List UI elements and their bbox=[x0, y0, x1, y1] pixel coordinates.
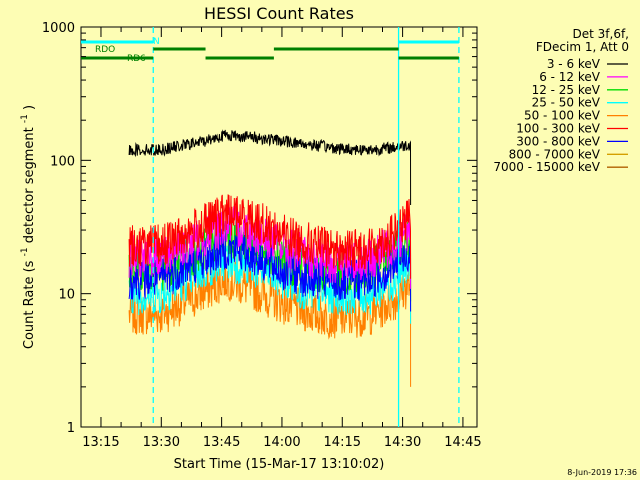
x-tick-label: 13:15 bbox=[82, 435, 119, 450]
series-line-0 bbox=[128, 129, 412, 206]
y-tick-label: 1 bbox=[67, 421, 75, 436]
legend-label-3: 25 - 50 keV bbox=[532, 96, 601, 110]
x-tick-label: 13:30 bbox=[143, 435, 180, 450]
legend-label-2: 12 - 25 keV bbox=[532, 83, 601, 97]
state-label-rdo: RDO bbox=[95, 45, 115, 55]
axes-layer: 1 10 100 1000 13:15 13:30 13:45 14:00 14:15 14:30… bbox=[42, 21, 482, 450]
state-bar-layer: N RDO RD6 bbox=[81, 37, 459, 64]
y-axis-label-exp-1: -1 bbox=[20, 247, 30, 256]
x-tick-label: 14:45 bbox=[444, 435, 481, 450]
x-tick-label: 13:45 bbox=[203, 435, 240, 450]
plot-area bbox=[80, 26, 478, 428]
legend-label-6: 300 - 800 keV bbox=[516, 134, 600, 148]
chart-title: HESSI Count Rates bbox=[204, 4, 354, 23]
date-stamp: 8-Jun-2019 17:36 bbox=[567, 468, 637, 477]
legend-label-1: 6 - 12 keV bbox=[539, 70, 601, 84]
state-label-rd6: RD6 bbox=[127, 54, 146, 64]
y-axis-label: Count Rate (s -1 detector segment -1 ) bbox=[16, 105, 37, 349]
x-tick-label: 14:00 bbox=[263, 435, 300, 450]
legend-label-5: 100 - 300 keV bbox=[516, 122, 600, 136]
series-line-4 bbox=[128, 257, 412, 387]
y-tick-label: 100 bbox=[50, 154, 75, 169]
state-label-n: N bbox=[153, 37, 160, 47]
legend-header-2: FDecim 1, Att 0 bbox=[536, 40, 629, 54]
y-tick-label: 1000 bbox=[42, 21, 75, 36]
plot-frame bbox=[80, 26, 478, 428]
x-tick-label: 14:30 bbox=[384, 435, 421, 450]
x-tick-label: 14:15 bbox=[324, 435, 361, 450]
y-axis-label-exp-2: -1 bbox=[20, 114, 30, 123]
legend-label-0: 3 - 6 keV bbox=[547, 57, 601, 71]
legend-label-4: 50 - 100 keV bbox=[524, 109, 601, 123]
series-layer bbox=[128, 129, 412, 387]
legend-label-7: 800 - 7000 keV bbox=[509, 147, 601, 161]
marker-layer bbox=[152, 27, 460, 427]
legend-header-1: Det 3f,6f, bbox=[573, 27, 630, 41]
y-axis-label-part-3: ) bbox=[22, 105, 37, 110]
legend-label-8: 7000 - 15000 keV bbox=[493, 160, 600, 174]
x-axis-label: Start Time (15-Mar-17 13:10:02) bbox=[174, 457, 385, 472]
y-axis-label-part-2: detector segment bbox=[22, 127, 37, 243]
y-axis-label-part-1: Count Rate (s bbox=[22, 260, 37, 349]
y-tick-label: 10 bbox=[58, 288, 75, 303]
series-line-5 bbox=[128, 194, 412, 279]
